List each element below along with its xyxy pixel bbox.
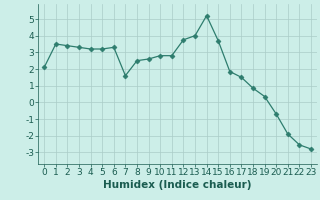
X-axis label: Humidex (Indice chaleur): Humidex (Indice chaleur) <box>103 180 252 190</box>
